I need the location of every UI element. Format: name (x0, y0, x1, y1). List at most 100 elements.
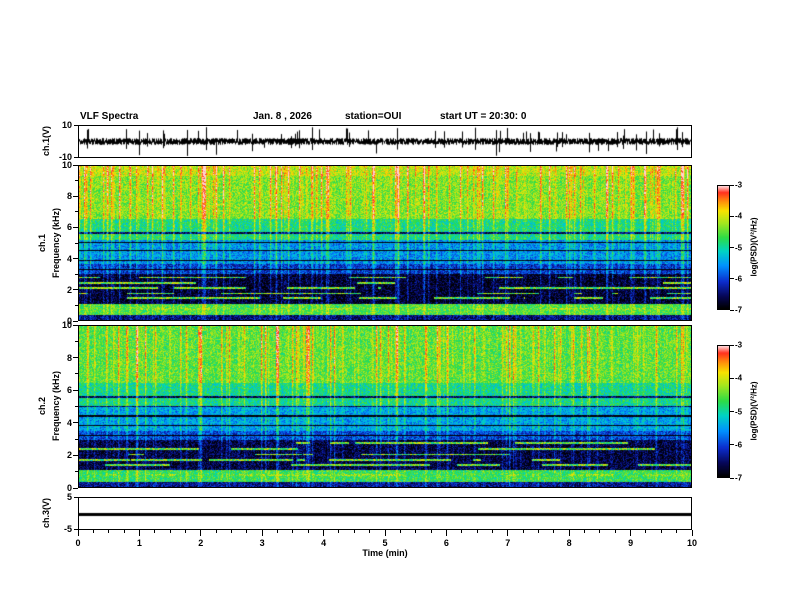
ch2-colorbar-gradient (718, 346, 729, 477)
x-axis-minor-tick (660, 530, 662, 533)
y-axis-minor-tick (75, 438, 78, 440)
x-axis-minor-tick (614, 530, 616, 533)
x-axis-minor-tick (123, 530, 125, 533)
y-axis-minor-tick (75, 373, 78, 375)
colorbar-tick (730, 444, 734, 446)
y-axis-tick (73, 422, 78, 424)
x-axis-minor-tick (215, 530, 217, 533)
ch1-frequency-tick-label: 10 (61, 160, 72, 170)
x-axis-minor-tick (553, 530, 555, 533)
x-axis-tick (323, 530, 325, 536)
x-axis-minor-tick (676, 530, 678, 533)
x-axis-minor-tick (353, 530, 355, 533)
x-axis-tick (138, 530, 140, 536)
colorbar-tick (730, 377, 734, 379)
ch2-frequency-tick-label: 2 (66, 450, 72, 461)
figure-title: VLF Spectra (80, 111, 139, 122)
x-axis-minor-tick (92, 530, 94, 533)
ch2-colorbar (717, 345, 730, 478)
x-axis-tick (445, 530, 447, 536)
ch1-spectrogram-panel (78, 165, 692, 321)
x-axis-tick-label: 4 (321, 538, 327, 548)
x-axis-tick-label: 5 (382, 538, 388, 548)
ch2-colorbar-tick-label: -5 (735, 407, 743, 416)
y-axis-tick (73, 258, 78, 260)
ch2-colorbar-tick-label: -4 (735, 373, 743, 383)
x-axis-tick (261, 530, 263, 536)
y-axis-tick (73, 454, 78, 456)
y-axis-minor-tick (75, 304, 78, 306)
ch1-voltage-axis-label: ch.1(V) (41, 125, 51, 157)
colorbar-tick (730, 215, 734, 217)
x-axis-minor-tick (461, 530, 463, 533)
y-axis-tick (74, 156, 78, 158)
y-axis-minor-tick (75, 471, 78, 473)
ch1-colorbar (717, 185, 730, 310)
ch2-colorbar-tick-label: -6 (735, 440, 743, 450)
ch1-colorbar-tick-label: -4 (735, 211, 743, 221)
x-axis-minor-tick (307, 530, 309, 533)
colorbar-tick (730, 278, 734, 280)
x-axis-tick-label: 3 (259, 538, 265, 548)
x-axis-minor-tick (338, 530, 340, 533)
ch2-colorbar-tick-label: -7 (735, 473, 743, 483)
start-ut-label: start UT = 20:30: 0 (440, 111, 527, 122)
x-axis-tick (200, 530, 202, 536)
ch3-waveform-plot (79, 498, 691, 529)
x-axis-minor-tick (491, 530, 493, 533)
colorbar-tick (730, 477, 734, 479)
ch1-ymax-label: 10 (61, 120, 72, 130)
x-axis-minor-tick (369, 530, 371, 533)
ch1-colorbar-tick-label: -5 (735, 243, 743, 252)
x-axis-tick-label: 6 (443, 538, 449, 548)
ch1-spectrogram-plot (79, 166, 691, 320)
ch1-colorbar-label: log(PSD)(V²/Hz) (749, 217, 759, 277)
y-axis-tick (73, 487, 78, 489)
y-axis-tick (73, 389, 78, 391)
y-axis-minor-tick (75, 273, 78, 275)
y-axis-tick (74, 124, 78, 126)
x-axis-tick-label: 9 (628, 538, 634, 548)
y-axis-minor-tick (75, 242, 78, 244)
time-axis-label: Time (min) (362, 548, 408, 558)
ch3-ymin-label: -5 (63, 524, 72, 534)
x-axis-tick (630, 530, 632, 536)
x-axis-minor-tick (277, 530, 279, 533)
x-axis-tick (691, 530, 693, 536)
colorbar-tick (730, 247, 734, 248)
x-axis-minor-tick (246, 530, 248, 533)
y-axis-tick (73, 289, 78, 291)
ch2-spectrogram-panel (78, 325, 692, 488)
x-axis-tick (507, 530, 509, 536)
ch1-channel-label: ch.1 (37, 233, 47, 253)
station-label: station=OUI (345, 111, 402, 122)
y-axis-tick (74, 528, 78, 530)
ch1-frequency-tick-label: 0 (66, 316, 72, 326)
y-axis-minor-tick (75, 211, 78, 213)
ch1-frequency-tick-label: 6 (66, 222, 72, 233)
y-axis-tick (73, 195, 78, 197)
x-axis-tick-label: 7 (505, 538, 511, 548)
ch1-colorbar-tick-label: -6 (735, 274, 743, 284)
x-axis-tick-label: 10 (686, 538, 698, 548)
x-axis-minor-tick (169, 530, 171, 533)
ch2-frequency-tick-label: 10 (61, 320, 72, 330)
colorbar-tick (730, 309, 734, 311)
ch3-ymax-label: 5 (66, 492, 72, 502)
ch1-frequency-axis-label: Frequency (kHz) (51, 207, 61, 279)
x-axis-tick (384, 530, 386, 536)
ch2-frequency-tick-label: 8 (66, 352, 72, 363)
ch1-frequency-tick-label: 8 (66, 191, 72, 202)
colorbar-tick (730, 411, 734, 412)
ch1-frequency-tick-label: 4 (66, 253, 72, 264)
ch1-waveform-panel (78, 125, 692, 158)
ch1-waveform-plot (79, 126, 691, 157)
x-axis-tick-label: 0 (75, 538, 81, 548)
ch2-colorbar-label: log(PSD)(V²/Hz) (749, 381, 759, 441)
y-axis-minor-tick (75, 406, 78, 407)
y-axis-tick (73, 324, 78, 326)
ch2-channel-label: ch.2 (37, 396, 47, 416)
y-axis-minor-tick (75, 340, 78, 342)
y-axis-minor-tick (75, 180, 78, 182)
x-axis-minor-tick (584, 530, 586, 533)
